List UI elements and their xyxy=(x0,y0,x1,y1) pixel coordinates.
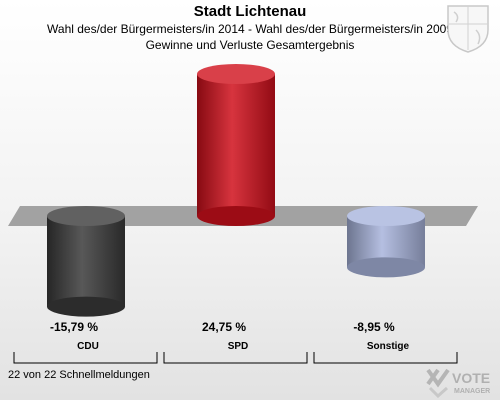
bar-body xyxy=(47,216,125,307)
chart-title: Stadt Lichtenau xyxy=(193,3,307,20)
value-label: -15,79 % xyxy=(50,320,98,334)
logo-text-manager: MANAGER xyxy=(454,388,490,395)
bar-bottom-cap xyxy=(197,206,275,226)
bar-top-cap xyxy=(47,206,125,226)
bar-bottom-cap xyxy=(47,296,125,317)
category-label: SPD xyxy=(228,341,249,352)
bar-sonstige xyxy=(347,206,425,278)
bar-bottom-cap xyxy=(347,257,425,278)
bar-spd xyxy=(197,64,275,226)
vote-manager-logo: VOTE MANAGER xyxy=(426,368,490,398)
logo-text-vote: VOTE xyxy=(452,370,490,386)
coat-of-arms-icon xyxy=(447,5,489,53)
value-label: 24,75 % xyxy=(202,320,246,334)
bar-body xyxy=(197,74,275,216)
category-bracket xyxy=(313,352,458,364)
category-label: Sonstige xyxy=(367,341,410,352)
category-bracket xyxy=(163,352,308,364)
report-status-text: 22 von 22 Schnellmeldungen xyxy=(8,369,150,381)
category-label: CDU xyxy=(77,341,99,352)
category-bracket xyxy=(13,352,158,364)
bar-top-cap xyxy=(347,206,425,226)
chart-subtitle-comparison: Wahl des/der Bürgermeisters/in 2014 - Wa… xyxy=(47,22,453,36)
value-label: -8,95 % xyxy=(353,320,395,334)
bar-top-cap xyxy=(197,64,275,84)
chart-subtitle-type: Gewinne und Verluste Gesamtergebnis xyxy=(145,38,355,52)
bar-cdu xyxy=(47,206,125,317)
